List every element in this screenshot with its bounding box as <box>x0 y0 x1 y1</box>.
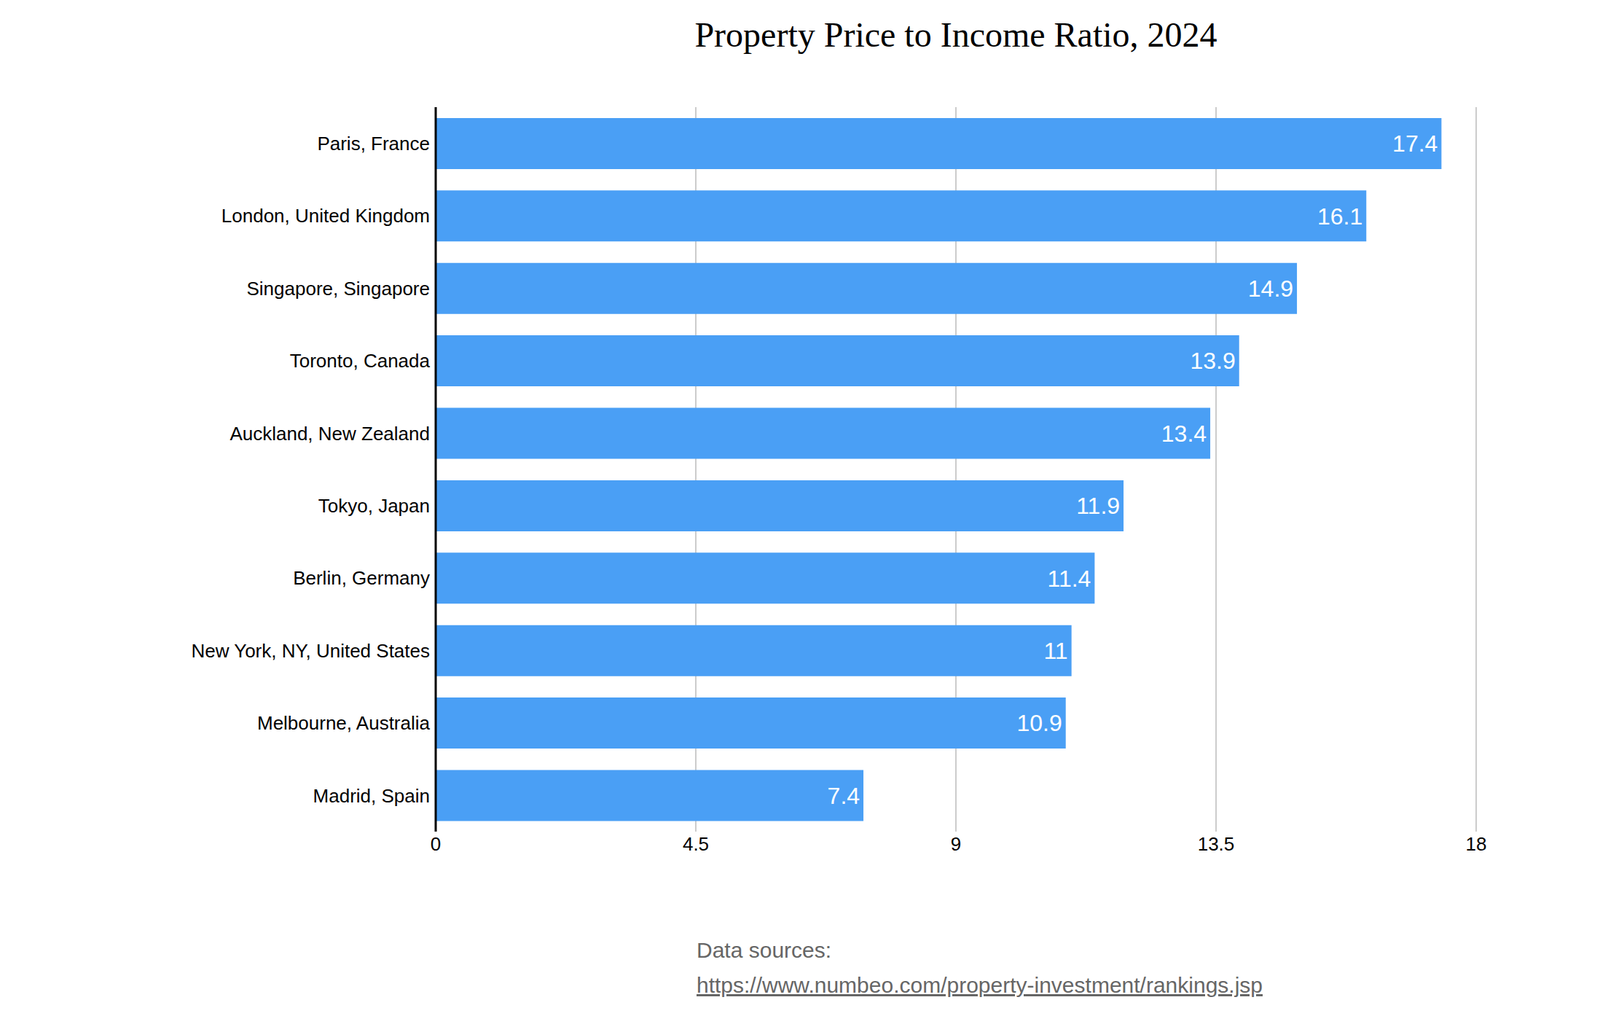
svg-text:10.9: 10.9 <box>1016 709 1062 736</box>
svg-text:Paris, France: Paris, France <box>316 132 430 155</box>
svg-text:0: 0 <box>430 832 441 855</box>
svg-text:New York, NY, United States: New York, NY, United States <box>190 639 430 662</box>
svg-text:13.9: 13.9 <box>1189 347 1235 374</box>
svg-text:London, United Kingdom: London, United Kingdom <box>221 204 430 227</box>
svg-text:11.4: 11.4 <box>1046 565 1091 592</box>
html-text:https://www.numbeo.com/propert: https://www.numbeo.com/property-investme… <box>696 972 1263 997</box>
svg-text:16.1: 16.1 <box>1317 203 1363 230</box>
svg-text:14.9: 14.9 <box>1248 275 1294 302</box>
svg-text:17.4: 17.4 <box>1392 130 1438 157</box>
svg-text:Auckland, New Zealand: Auckland, New Zealand <box>229 422 430 445</box>
svg-text:Tokyo, Japan: Tokyo, Japan <box>318 494 430 517</box>
svg-text:Melbourne, Australia: Melbourne, Australia <box>257 711 431 734</box>
svg-text:Berlin, Germany: Berlin, Germany <box>292 566 430 589</box>
svg-text:13.4: 13.4 <box>1161 420 1207 447</box>
svg-text:13.5: 13.5 <box>1197 832 1235 855</box>
svg-text:Singapore, Singapore: Singapore, Singapore <box>246 277 430 300</box>
svg-text:11: 11 <box>1043 637 1068 664</box>
svg-text:Toronto, Canada: Toronto, Canada <box>289 349 431 372</box>
svg-text:4.5: 4.5 <box>682 832 709 855</box>
svg-text:9: 9 <box>950 832 962 855</box>
svg-text:7.4: 7.4 <box>827 782 860 809</box>
svg-text:11.9: 11.9 <box>1076 492 1120 519</box>
html-text:Property Price to Income Ratio: Property Price to Income Ratio, 2024 <box>694 15 1218 54</box>
svg-text:Madrid, Spain: Madrid, Spain <box>313 784 430 807</box>
svg-text:18: 18 <box>1465 832 1488 855</box>
html-text:Data sources:: Data sources: <box>696 937 832 962</box>
